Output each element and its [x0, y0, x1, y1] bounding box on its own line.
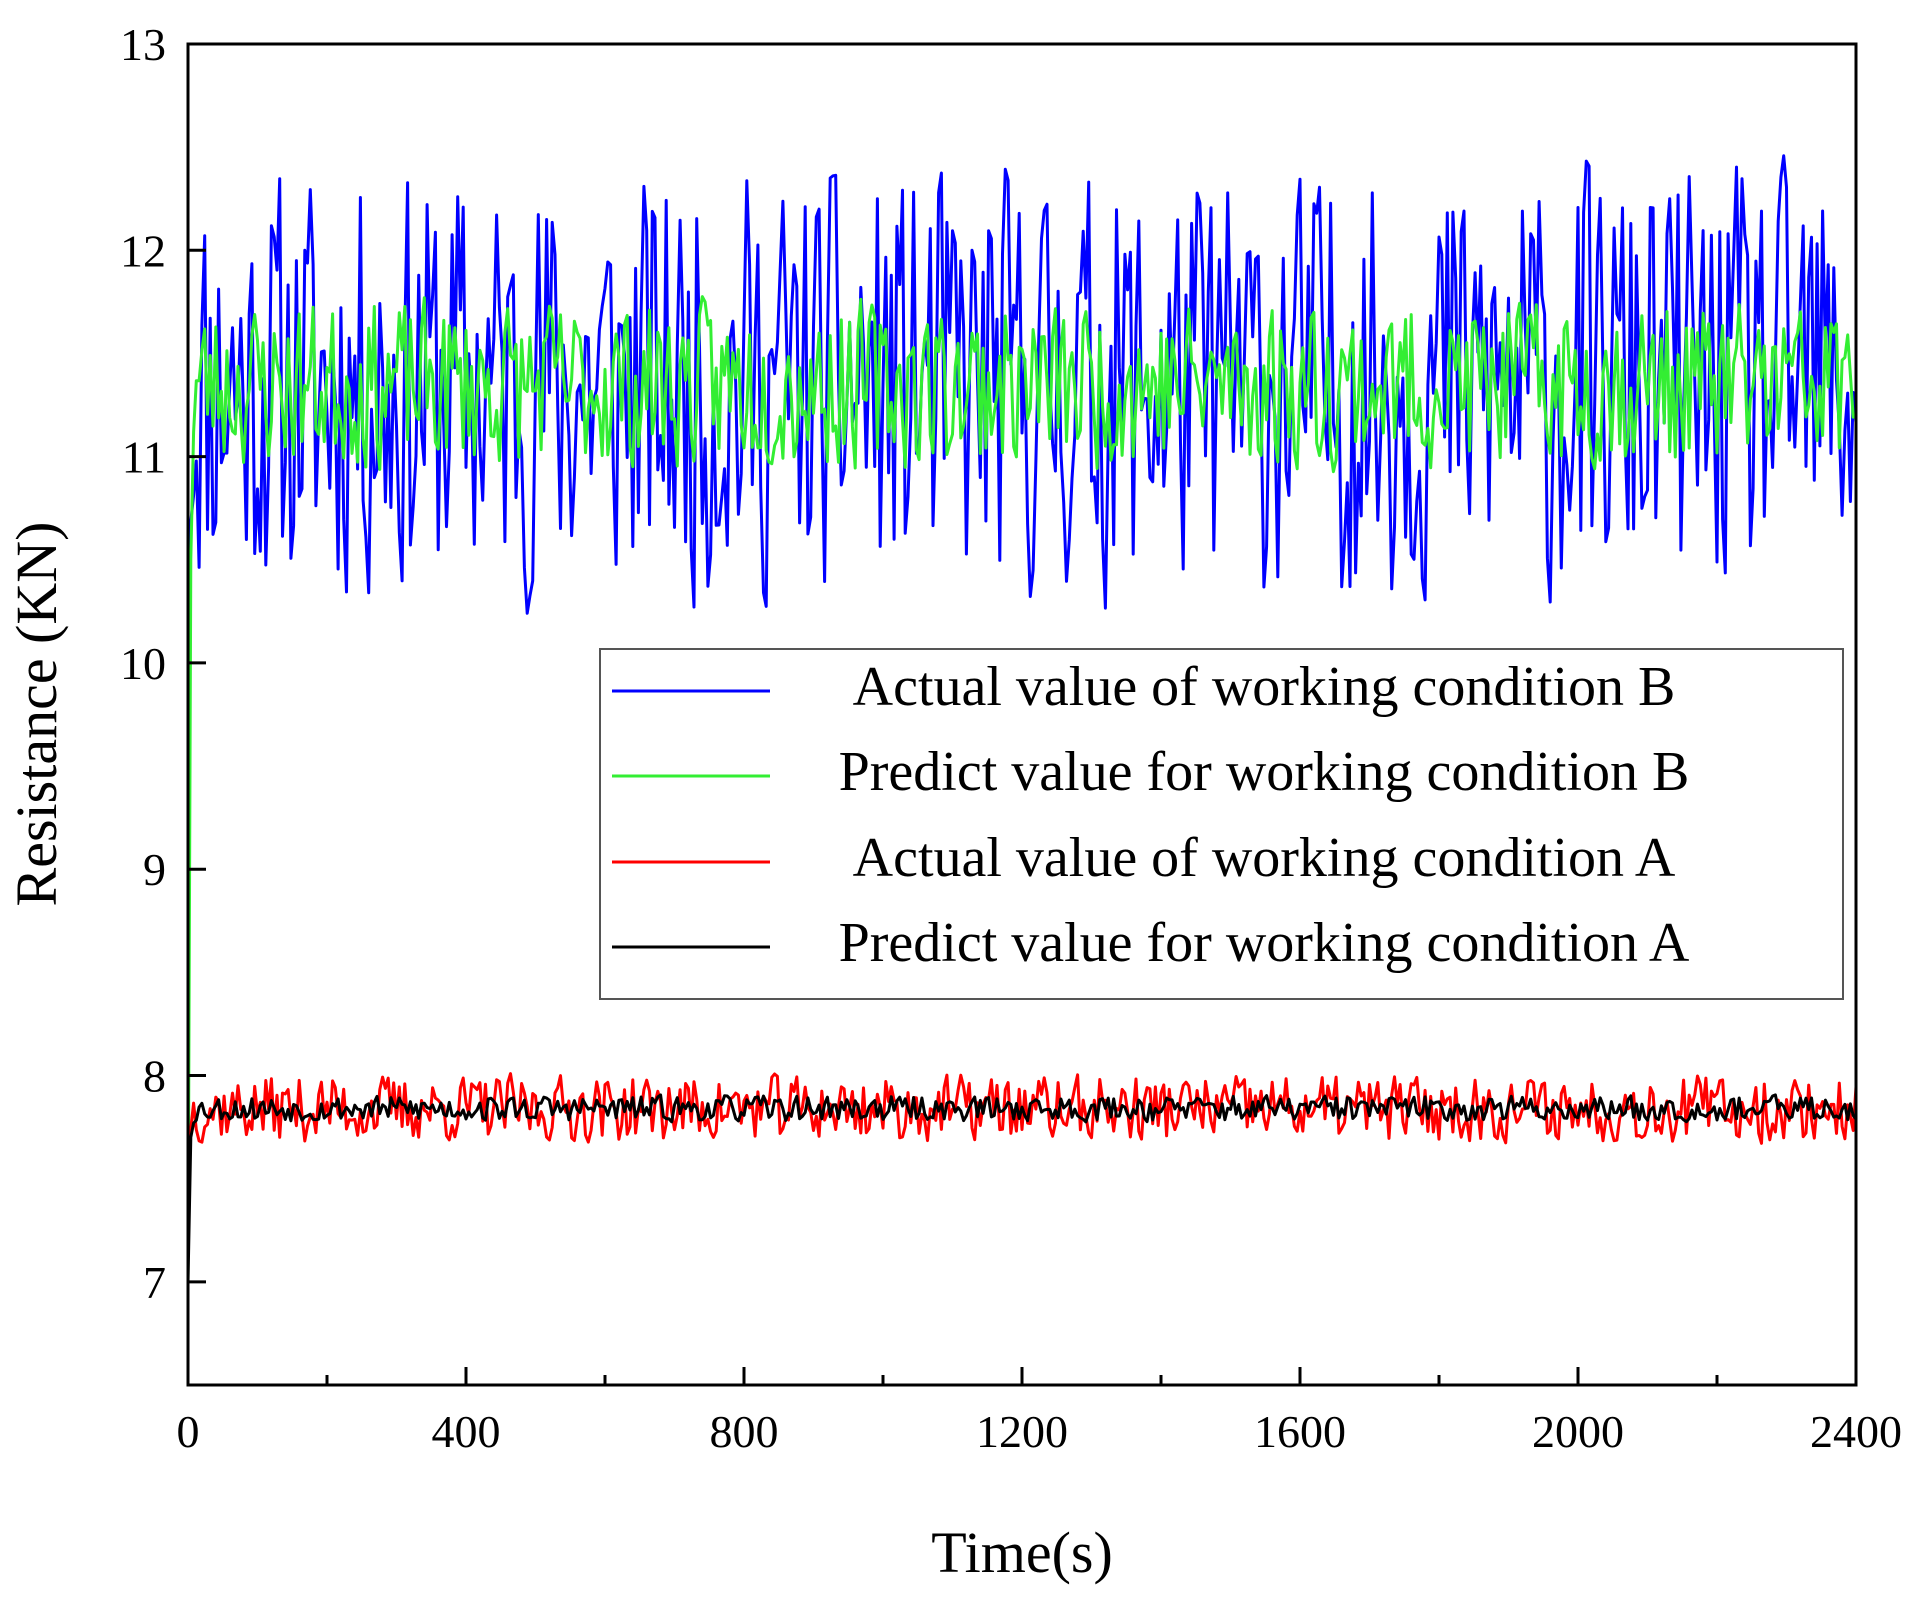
series-line-2 — [186, 295, 1857, 1282]
x-tick-label-0: 0 — [177, 1406, 200, 1457]
series-line-4 — [186, 1093, 1858, 1282]
x-tick-label-1200: 1200 — [976, 1406, 1068, 1457]
x-tick-label-2400: 2400 — [1810, 1406, 1902, 1457]
legend-label-4: Predict value for working condition A — [839, 912, 1690, 974]
y-tick-label-7: 7 — [143, 1257, 166, 1308]
y-axis-title: Resistance (KN) — [4, 522, 69, 907]
legend: Actual value of working condition B Predi… — [599, 648, 1844, 1000]
series-line-3 — [186, 1072, 1858, 1145]
x-tick-label-800: 800 — [710, 1406, 779, 1457]
legend-box — [599, 648, 1844, 1000]
legend-label-1: Actual value of working condition B — [853, 656, 1676, 718]
x-axis-title: Time(s) — [931, 1520, 1113, 1585]
series-layer — [186, 154, 1858, 1282]
y-tick-label-13: 13 — [120, 19, 166, 70]
legend-label-2: Predict value for working condition B — [839, 741, 1690, 803]
x-axis-ticks: 0 400 800 1200 1600 2000 2400 — [177, 1367, 1902, 1457]
y-tick-label-11: 11 — [122, 432, 166, 483]
y-tick-label-8: 8 — [143, 1051, 166, 1102]
y-tick-label-10: 10 — [120, 638, 166, 689]
x-tick-label-2000: 2000 — [1532, 1406, 1624, 1457]
y-axis-ticks: 7 8 9 10 11 12 13 — [120, 19, 206, 1308]
y-tick-label-9: 9 — [143, 844, 166, 895]
legend-label-3: Actual value of working condition A — [853, 827, 1676, 889]
x-tick-label-1600: 1600 — [1254, 1406, 1346, 1457]
series-line-1 — [186, 154, 1858, 615]
x-tick-label-400: 400 — [432, 1406, 501, 1457]
y-tick-label-12: 12 — [120, 225, 166, 276]
